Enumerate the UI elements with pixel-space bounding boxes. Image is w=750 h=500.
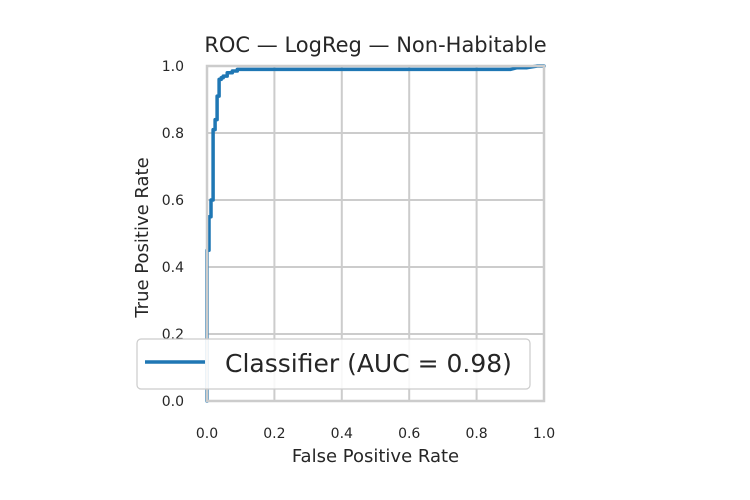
- roc-curve-line: [205, 64, 546, 403]
- y-tick-label: 0.0: [162, 394, 184, 410]
- x-tick-label: 0.0: [196, 426, 218, 442]
- x-tick-label: 0.8: [465, 426, 487, 442]
- y-tick-label: 1.0: [162, 59, 184, 75]
- x-tick-label: 0.4: [331, 426, 353, 442]
- grid-lines: [206, 65, 545, 402]
- x-axis-label: False Positive Rate: [292, 446, 459, 467]
- chart-title: ROC — LogReg — Non-Habitable: [204, 33, 546, 57]
- legend-entry-label: Classifier (AUC = 0.98): [225, 349, 512, 378]
- x-axis-ticks: 0.0 0.2 0.4 0.6 0.8 1.0: [196, 426, 555, 442]
- y-axis-label: True Positive Rate: [132, 157, 153, 318]
- y-tick-label: 0.4: [162, 260, 184, 276]
- x-tick-label: 1.0: [533, 426, 555, 442]
- x-tick-label: 0.2: [263, 426, 285, 442]
- plot-border: [205, 64, 546, 403]
- y-tick-label: 0.8: [162, 126, 184, 142]
- legend-box: [136, 338, 531, 390]
- y-tick-label: 0.6: [162, 193, 184, 209]
- series-layer: [205, 64, 546, 403]
- x-tick-label: 0.6: [398, 426, 420, 442]
- legend: Classifier (AUC = 0.98): [136, 338, 531, 390]
